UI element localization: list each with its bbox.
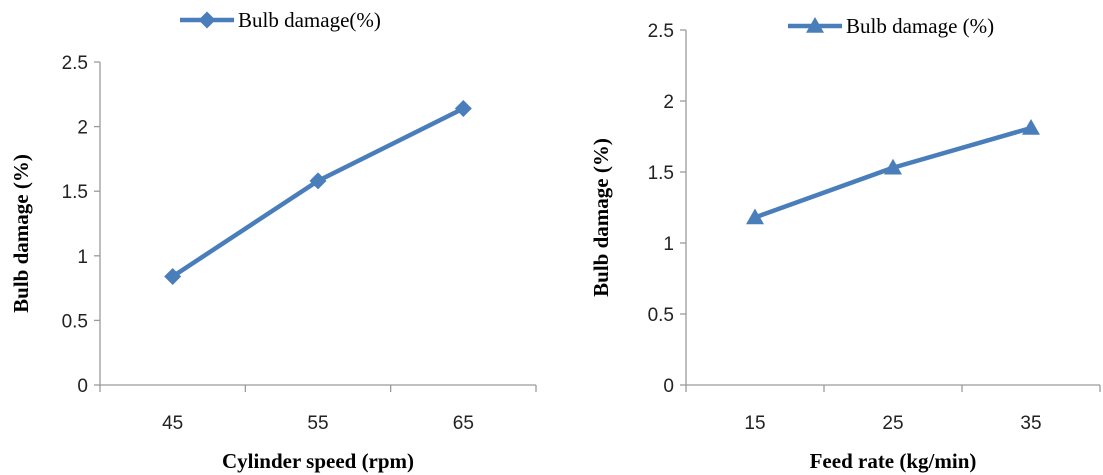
y-axis-title: Bulb damage (%) xyxy=(589,138,613,297)
data-point xyxy=(454,100,472,118)
y-tick-label: 2.5 xyxy=(648,21,674,42)
x-axis-title: Feed rate (kg/min) xyxy=(810,449,977,473)
data-point xyxy=(884,158,902,175)
y-tick-label: 1 xyxy=(77,247,88,268)
y-tick-label: 2 xyxy=(77,118,88,139)
x-tick-label: 55 xyxy=(307,413,328,434)
data-point xyxy=(746,208,764,225)
chart-1: 0 0.5 1 1.5 2 2.5 45 55 65 Cylinder speed (rpm) Bu… xyxy=(9,8,537,473)
legend-marker xyxy=(198,11,216,29)
y-axis-title: Bulb damage (%) xyxy=(9,154,33,313)
x-tick-label: 35 xyxy=(1020,413,1041,434)
legend: Bulb damage(%) xyxy=(180,8,381,32)
chart-2: 0 0.5 1 1.5 2 2.5 15 25 35 Feed rate (kg/min) Bulb… xyxy=(589,14,1101,473)
y-tick-label: 0.5 xyxy=(648,305,674,326)
data-point xyxy=(164,267,182,285)
y-tick-label: 1 xyxy=(663,234,674,255)
y-tick-label: 1.5 xyxy=(648,163,674,184)
data-point xyxy=(309,172,327,190)
y-tick-label: 0.5 xyxy=(62,311,88,332)
x-tick-label: 25 xyxy=(882,413,903,434)
legend-marker xyxy=(806,17,824,33)
x-tick-label: 45 xyxy=(162,413,183,434)
legend-label: Bulb damage(%) xyxy=(238,8,381,32)
data-point xyxy=(1022,118,1040,135)
legend-label: Bulb damage (%) xyxy=(846,14,994,38)
y-tick-label: 2 xyxy=(663,92,674,113)
y-tick-label: 1.5 xyxy=(62,182,88,203)
legend: Bulb damage (%) xyxy=(788,14,994,38)
y-tick-label: 2.5 xyxy=(62,53,88,74)
series-line xyxy=(170,106,466,279)
x-axis-title: Cylinder speed (rpm) xyxy=(222,449,414,473)
x-tick-label: 65 xyxy=(453,413,474,434)
y-tick-label: 0 xyxy=(663,376,674,397)
y-tick-label: 0 xyxy=(77,376,88,397)
x-tick-label: 15 xyxy=(744,413,765,434)
